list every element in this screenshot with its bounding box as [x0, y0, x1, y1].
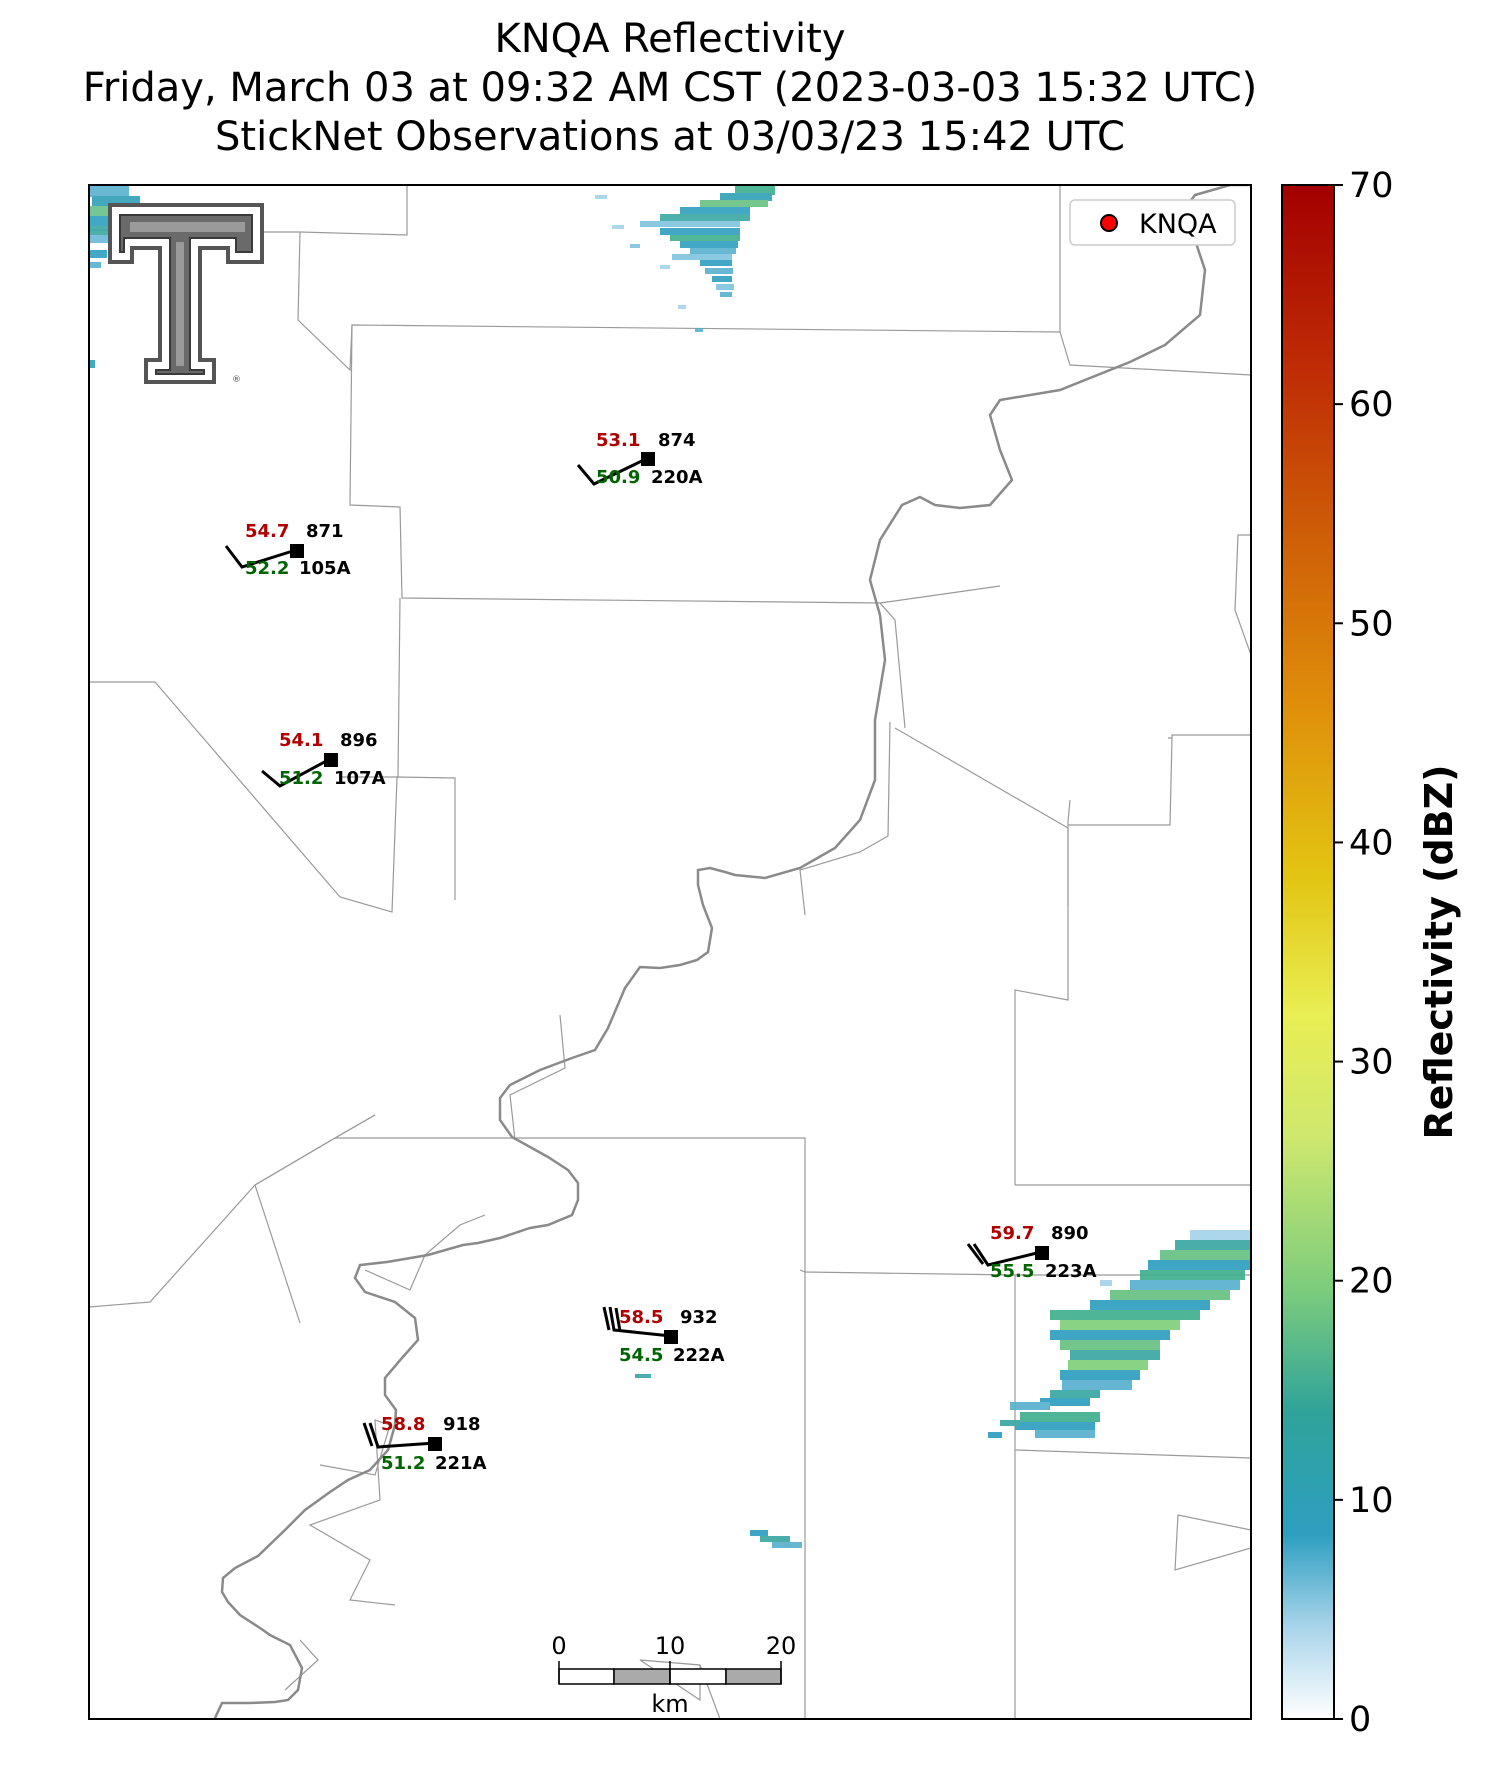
wind-barb [224, 545, 297, 569]
station-222A: 58.5 932 54.5 222A [602, 1306, 725, 1366]
title-line-3: StickNet Observations at 03/03/23 15:42 … [215, 114, 1125, 160]
colorbar-gradient [1281, 184, 1335, 1720]
texas-tech-logo: ® [108, 203, 264, 385]
station-marker [641, 452, 655, 466]
station-pressure: 918 [443, 1414, 481, 1435]
wind-barb [261, 757, 331, 788]
legend: KNQA [1069, 199, 1236, 246]
station-dewpoint: 54.5 [619, 1345, 663, 1366]
station-id: 221A [435, 1453, 487, 1474]
station-dewpoint: 51.2 [381, 1453, 425, 1474]
county-boundaries [89, 185, 1251, 1719]
station-221A: 58.8 918 51.2 221A [362, 1414, 487, 1474]
wind-barb [608, 1306, 672, 1338]
scale-tick-0: 0 [551, 1632, 566, 1660]
station-temperature: 54.7 [245, 521, 289, 542]
station-marker [290, 544, 304, 558]
station-id: 223A [1045, 1261, 1097, 1282]
colorbar: 0 10 20 30 40 50 60 70 Reflectivity (dBZ) [1281, 166, 1461, 1740]
station-dewpoint: 50.9 [596, 467, 640, 488]
scale-unit: km [651, 1690, 688, 1718]
legend-marker-icon [1100, 214, 1118, 232]
radar-echo-southeast [988, 1230, 1251, 1438]
radar-echo-south [635, 1374, 802, 1548]
station-pressure: 890 [1051, 1223, 1089, 1244]
station-temperature: 58.5 [619, 1307, 663, 1328]
station-marker [324, 753, 338, 767]
colorbar-tick-label: 20 [1349, 1262, 1394, 1302]
colorbar-tick-label: 10 [1349, 1481, 1394, 1521]
station-id: 220A [651, 467, 703, 488]
radar-echo-north [595, 185, 775, 332]
colorbar-ticks: 0 10 20 30 40 50 60 70 [1334, 166, 1394, 1740]
river [213, 185, 1251, 1719]
station-id: 222A [673, 1345, 725, 1366]
station-223A: 59.7 890 55.5 223A [966, 1223, 1097, 1282]
station-marker [428, 1437, 442, 1451]
station-pressure: 874 [658, 430, 696, 451]
map-panel: 53.1 874 50.9 220A 54.7 871 52.2 105A 54… [89, 185, 1251, 1719]
station-marker [1035, 1246, 1049, 1260]
colorbar-tick-label: 70 [1349, 166, 1394, 206]
station-pressure: 871 [306, 521, 344, 542]
scale-tick-20: 20 [766, 1632, 797, 1660]
station-pressure: 932 [680, 1307, 718, 1328]
colorbar-tick-label: 60 [1349, 385, 1394, 425]
title-line-2: Friday, March 03 at 09:32 AM CST (2023-0… [83, 65, 1258, 111]
station-id: 105A [299, 558, 351, 579]
wind-barb [972, 1243, 1042, 1267]
colorbar-label: Reflectivity (dBZ) [1417, 764, 1461, 1139]
station-marker [664, 1330, 678, 1344]
station-id: 107A [334, 768, 386, 789]
colorbar-tick-label: 40 [1349, 823, 1394, 863]
stations: 53.1 874 50.9 220A 54.7 871 52.2 105A 54… [224, 430, 1097, 1474]
title-line-1: KNQA Reflectivity [494, 16, 845, 62]
legend-label: KNQA [1139, 209, 1217, 240]
station-temperature: 58.8 [381, 1414, 425, 1435]
wind-barb [576, 456, 649, 486]
colorbar-tick-label: 50 [1349, 604, 1394, 644]
scale-tick-10: 10 [655, 1632, 686, 1660]
station-temperature: 53.1 [596, 430, 640, 451]
scale-bar: 0 10 20 km [551, 1632, 796, 1718]
map-frame [88, 184, 1252, 1720]
station-dewpoint: 55.5 [990, 1261, 1034, 1282]
station-107A: 54.1 896 51.2 107A [261, 730, 386, 789]
station-105A: 54.7 871 52.2 105A [224, 521, 351, 579]
colorbar-tick-label: 30 [1349, 1043, 1394, 1083]
station-dewpoint: 52.2 [245, 558, 289, 579]
colorbar-tick-label: 0 [1349, 1700, 1371, 1740]
wind-barb [368, 1422, 436, 1449]
station-220A: 53.1 874 50.9 220A [576, 430, 703, 488]
station-temperature: 54.1 [279, 730, 323, 751]
station-pressure: 896 [340, 730, 378, 751]
station-dewpoint: 51.2 [279, 768, 323, 789]
station-temperature: 59.7 [990, 1223, 1034, 1244]
svg-text:®: ® [232, 375, 241, 385]
